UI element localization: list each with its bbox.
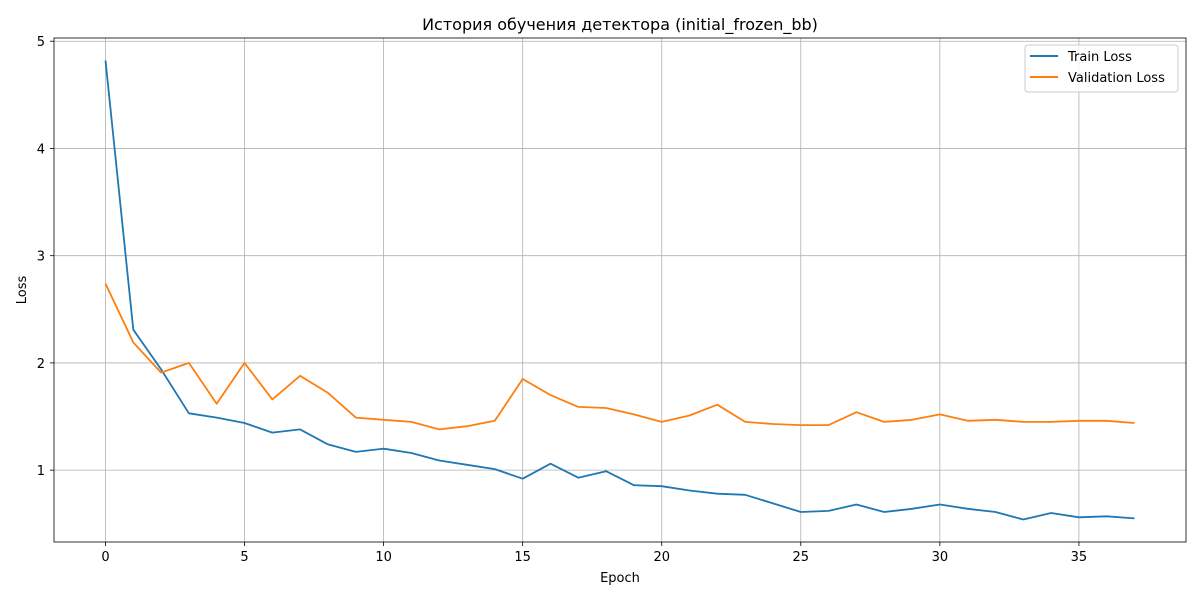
legend-box	[1024, 44, 1179, 93]
series-lines	[104, 60, 1135, 521]
y-tick-label: 3	[37, 250, 45, 265]
y-axis-ticks: 1 2 3 4 5	[37, 35, 54, 479]
x-tick-label: 5	[240, 550, 248, 565]
chart-title: История обучения детектора (initial_froz…	[422, 15, 818, 35]
x-tick-label: 10	[375, 550, 392, 565]
x-tick-label: 35	[1071, 550, 1088, 565]
plot-area-frame	[53, 37, 1187, 543]
x-tick-label: 25	[793, 550, 810, 565]
y-axis-label: Loss	[15, 276, 30, 305]
x-tick-label: 0	[101, 550, 109, 565]
x-tick-label: 20	[653, 550, 670, 565]
legend-label-train-loss: Train Loss	[1067, 50, 1132, 65]
y-tick-label: 4	[37, 142, 45, 157]
legend: Train Loss Validation Loss	[1024, 44, 1179, 93]
series-line-train-loss	[104, 60, 1135, 521]
y-tick-label: 1	[37, 464, 45, 479]
grid	[54, 38, 1186, 542]
x-tick-label: 30	[932, 550, 949, 565]
legend-label-validation-loss: Validation Loss	[1068, 71, 1165, 86]
x-axis-label: Epoch	[600, 571, 640, 586]
y-tick-label: 5	[37, 35, 45, 50]
series-line-validation-loss	[104, 283, 1135, 431]
x-tick-label: 15	[514, 550, 531, 565]
x-axis-ticks: 0 5 10 15 20 25 30 35	[101, 542, 1087, 565]
y-tick-label: 2	[37, 357, 45, 372]
